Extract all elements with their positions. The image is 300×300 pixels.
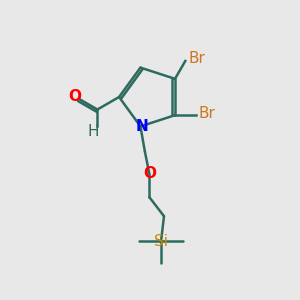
Text: Br: Br xyxy=(198,106,215,121)
Text: Si: Si xyxy=(154,234,168,249)
Text: Br: Br xyxy=(188,50,205,65)
Text: H: H xyxy=(87,124,99,139)
Text: O: O xyxy=(69,89,82,104)
Text: O: O xyxy=(143,166,156,181)
Text: N: N xyxy=(136,119,148,134)
